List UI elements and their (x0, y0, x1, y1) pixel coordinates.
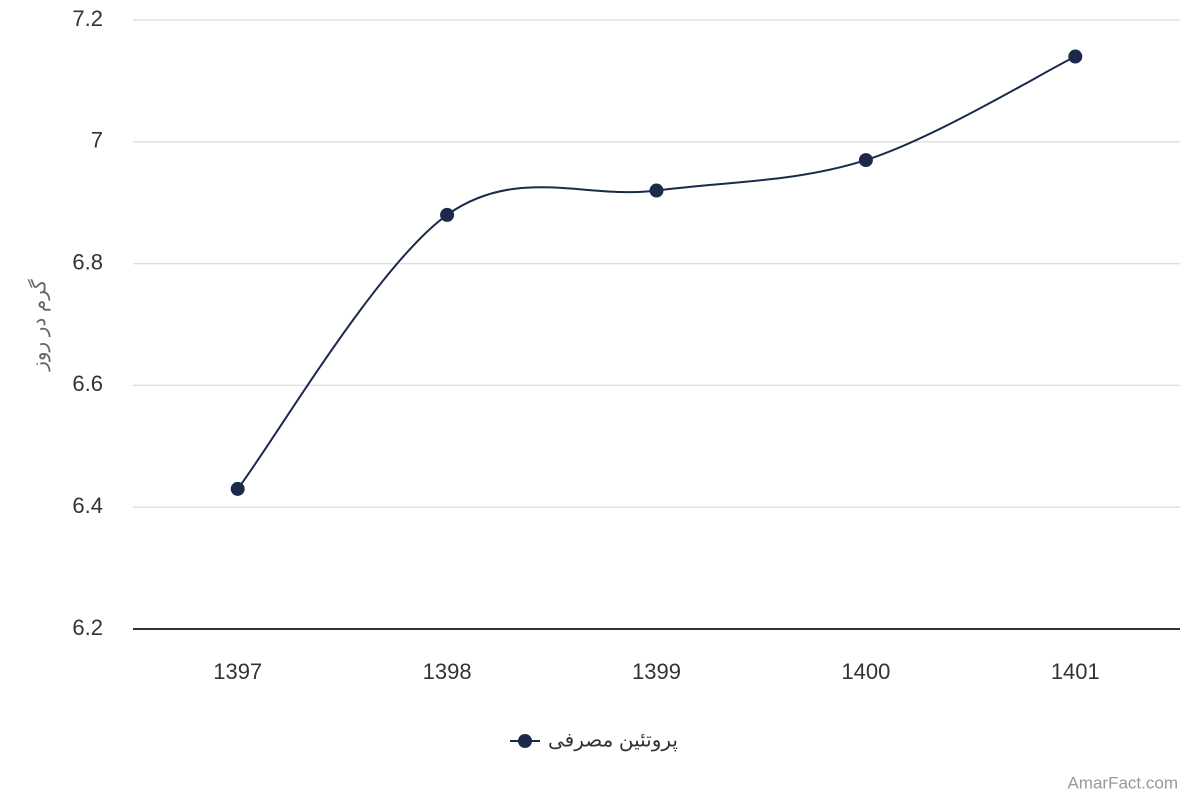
x-tick-label: 1398 (423, 659, 472, 684)
point (649, 183, 664, 198)
y-tick-label: 6.4 (72, 493, 103, 518)
x-tick-label: 1400 (841, 659, 890, 684)
point (440, 207, 455, 222)
y-tick-label: 6.8 (72, 249, 103, 274)
y-axis-title: گرم در روز (27, 279, 50, 372)
legend-marker (518, 734, 532, 748)
y-tick-label: 7 (91, 128, 103, 153)
y-tick-label: 6.2 (72, 615, 103, 640)
x-tick-label: 1397 (213, 659, 262, 684)
point (1068, 49, 1083, 64)
y-tick-label: 6.6 (72, 371, 103, 396)
line (236, 55, 1076, 490)
x-tick-label: 1401 (1051, 659, 1100, 684)
credit: AmarFact.com (1067, 773, 1178, 792)
y-tick-label: 7.2 (72, 6, 103, 31)
x-tick-label: 1399 (632, 659, 681, 684)
point (230, 481, 245, 496)
legend-label: پروتئین مصرفی (548, 729, 678, 752)
point (858, 153, 873, 168)
